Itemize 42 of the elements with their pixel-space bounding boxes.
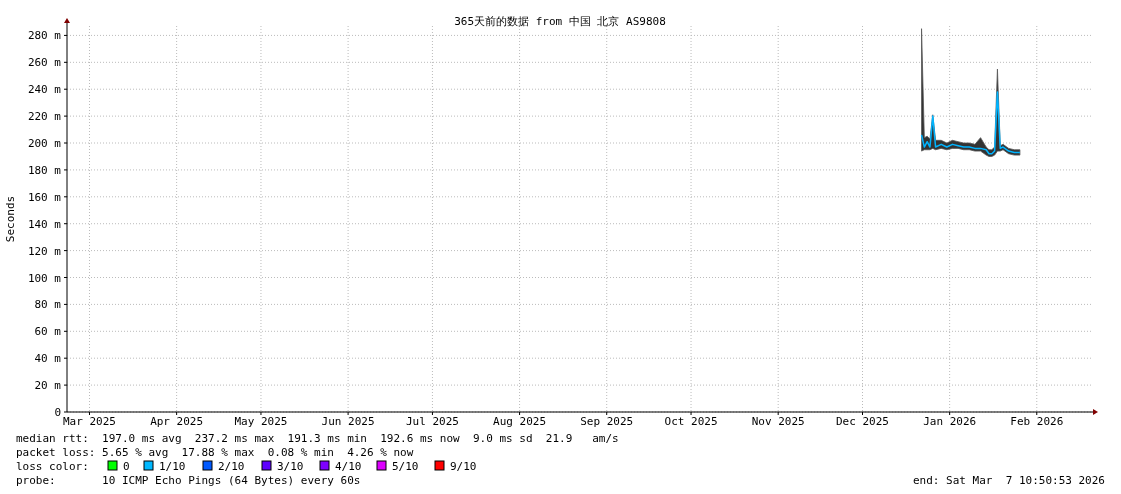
text: end: Sat Mar 7 10:50:53 2026	[912, 474, 1105, 487]
y-tick-label: 240 m	[27, 83, 62, 97]
text: 1/10	[159, 460, 186, 473]
x-tick-label: Sep 2025	[580, 415, 634, 428]
text: 4/10	[335, 460, 362, 473]
y-tick-label: 220 m	[27, 110, 62, 124]
x-tick-label: Oct 2025	[664, 415, 718, 428]
y-tick-label: 180 m	[27, 163, 62, 177]
text: median rtt: 197.0 ms avg 237.2 ms max 191.3 ms min 192.6 ms now 9.0 ms sd 21.9 am/s	[16, 432, 619, 445]
text: 2/10	[218, 460, 245, 473]
text: 5/10	[392, 460, 419, 473]
y-tick-label: 280 m	[27, 29, 62, 43]
y-tick-label: 140 m	[27, 217, 62, 231]
y-tick-label: 200 m	[27, 137, 62, 151]
line-series	[920, 91, 1021, 155]
chart-title: 365天前的数据 from 中国 北京 AS9808	[454, 15, 666, 28]
text: 0	[123, 460, 130, 473]
y-tick-label: 40 m	[34, 352, 62, 366]
y-tick-label: 20 m	[34, 379, 62, 393]
text: 3/10	[277, 460, 304, 473]
x-tick-label: Jan 2026	[923, 415, 977, 428]
y-tick-label: 260 m	[27, 56, 62, 70]
x-tick-label: Nov 2025	[751, 415, 805, 428]
x-tick-label: Jul 2025	[405, 415, 459, 428]
y-tick-label: 80 m	[34, 298, 62, 312]
y-tick-label: 0	[54, 406, 61, 419]
x-tick-label: Aug 2025	[493, 415, 547, 428]
x-tick-label: Feb 2026	[1010, 415, 1064, 428]
y-tick-label: 60 m	[34, 325, 62, 339]
x-tick-label: Apr 2025	[150, 415, 204, 428]
text: probe: 10 ICMP Echo Pings (64 Bytes) every 60s	[16, 474, 361, 487]
y-tick-label: 100 m	[27, 271, 62, 285]
text: 9/10	[450, 460, 477, 473]
x-tick-label: Dec 2025	[836, 415, 889, 428]
y-axis-title: Seconds	[4, 195, 17, 243]
x-tick-label: Mar 2025	[63, 415, 116, 428]
y-tick-label: 120 m	[27, 244, 62, 258]
y-tick-label: 160 m	[27, 190, 62, 204]
x-tick-label: Jun 2025	[321, 415, 375, 428]
text: loss color:	[16, 460, 89, 473]
x-tick-label: May 2025	[234, 415, 288, 428]
text: packet loss: 5.65 % avg 17.88 % max 0.08 % min 4.26 % now	[16, 446, 414, 459]
